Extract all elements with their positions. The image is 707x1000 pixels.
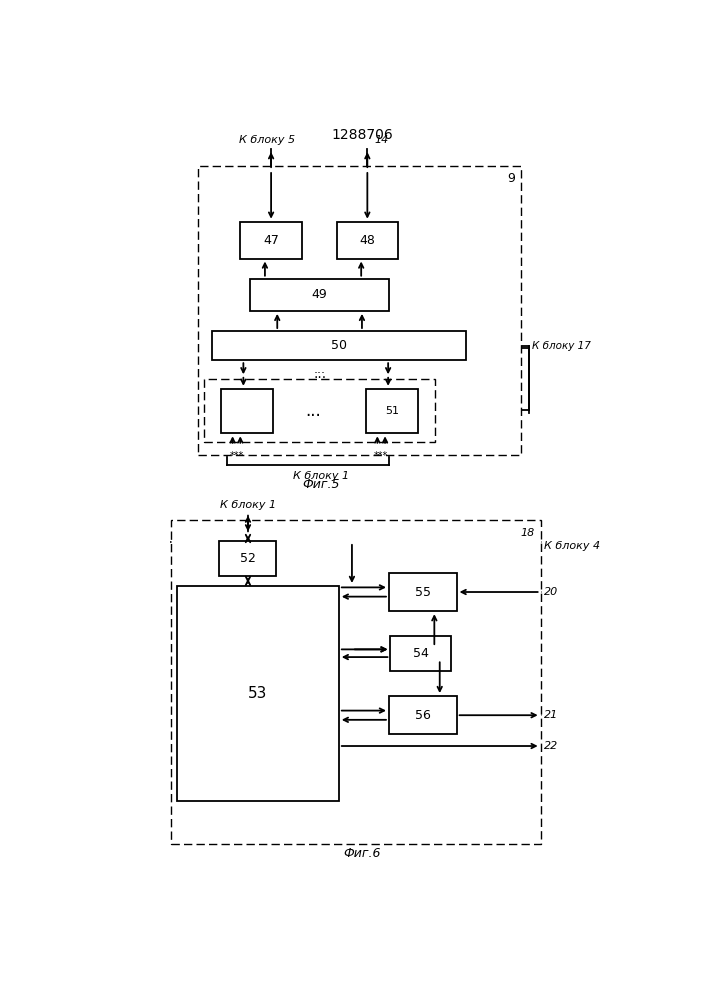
Text: К блоку 17: К блоку 17 <box>532 341 591 351</box>
Text: К блоку 1: К блоку 1 <box>220 500 276 510</box>
Text: 9: 9 <box>508 172 515 185</box>
Text: К блоку 4: К блоку 4 <box>544 541 600 551</box>
Text: 54: 54 <box>413 647 428 660</box>
Text: ...: ... <box>314 363 326 376</box>
Bar <box>212 331 466 360</box>
Bar <box>366 389 418 433</box>
Bar <box>221 389 274 433</box>
Bar <box>389 573 457 611</box>
Bar <box>218 541 276 576</box>
Text: Фиг.5: Фиг.5 <box>303 478 340 491</box>
Text: 22: 22 <box>544 741 558 751</box>
Text: 56: 56 <box>415 709 431 722</box>
Text: ...: ... <box>313 367 326 381</box>
Text: 18: 18 <box>520 528 534 538</box>
Bar <box>204 379 435 442</box>
Text: 53: 53 <box>248 686 268 701</box>
Text: 50: 50 <box>331 339 347 352</box>
Text: 47: 47 <box>263 234 279 247</box>
Bar <box>198 166 521 455</box>
Bar <box>250 279 389 311</box>
Text: 20: 20 <box>544 587 558 597</box>
Text: ...: ... <box>305 402 321 420</box>
Text: Фиг.6: Фиг.6 <box>343 847 380 860</box>
Bar <box>171 520 541 844</box>
Text: К блоку 5: К блоку 5 <box>239 135 296 145</box>
Text: 14: 14 <box>374 135 388 145</box>
Text: К блоку 1: К блоку 1 <box>293 471 349 481</box>
Text: 1288706: 1288706 <box>331 128 393 142</box>
Bar <box>337 222 398 259</box>
Bar <box>240 222 302 259</box>
Text: 55: 55 <box>415 586 431 599</box>
Text: 21: 21 <box>544 710 558 720</box>
Bar <box>390 636 450 671</box>
Text: 52: 52 <box>240 552 255 565</box>
Text: 49: 49 <box>312 288 327 301</box>
Bar <box>389 696 457 734</box>
Text: 48: 48 <box>359 234 375 247</box>
Text: ***: *** <box>374 451 388 461</box>
Text: ***: *** <box>229 451 244 461</box>
Bar <box>177 586 339 801</box>
Text: 51: 51 <box>385 406 399 416</box>
